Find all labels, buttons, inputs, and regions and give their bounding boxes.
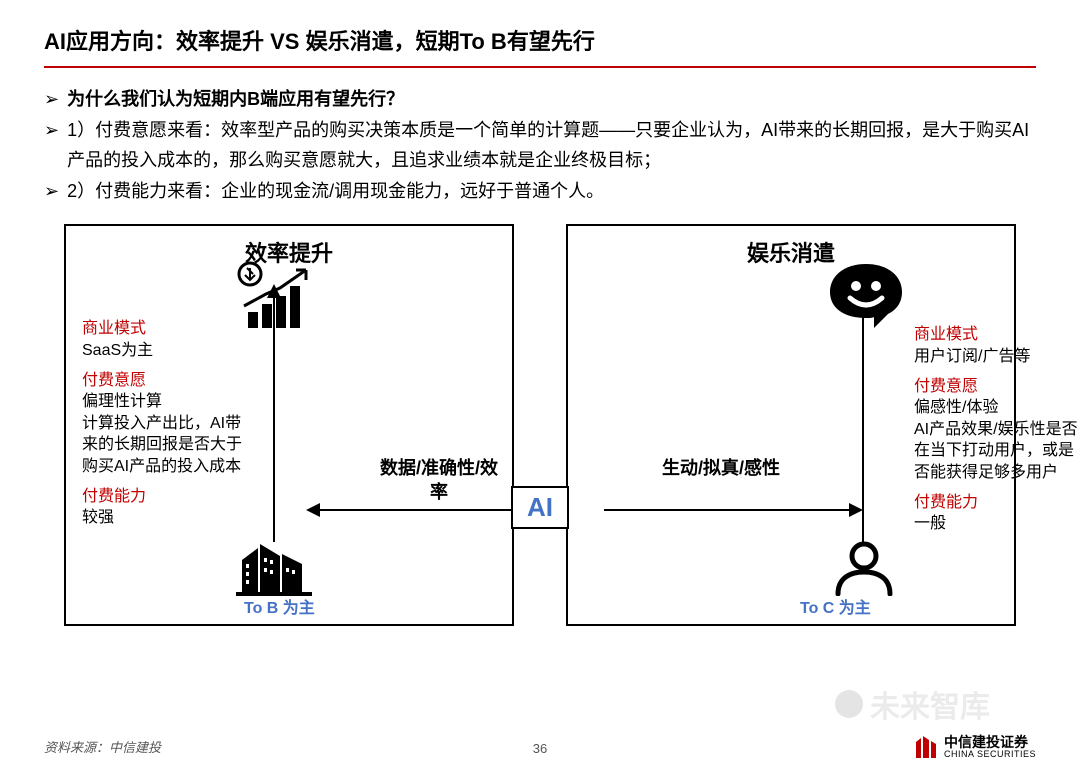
bullet-question: 为什么我们认为短期内B端应用有望先行？ — [67, 84, 1036, 115]
chat-smile-icon — [824, 260, 908, 330]
title-divider — [44, 66, 1036, 68]
building-icon — [236, 540, 312, 596]
right-bottom-label: To C 为主 — [800, 594, 871, 618]
edge-right — [604, 509, 854, 511]
edge-label-right: 生动/拟真/感性 — [656, 457, 786, 480]
person-icon — [830, 540, 898, 596]
arrowhead-right — [849, 503, 863, 517]
bullet-p1: 1）付费意愿来看：效率型产品的购买决策本质是一个简单的计算题——只要企业认为，A… — [67, 115, 1036, 176]
left-bottom-label: To B 为主 — [244, 594, 315, 618]
comparison-diagram: 效率提升 娱乐消遣 商业模式 SaaS为主 付费意愿 偏理性计算 计算投入产出比… — [44, 224, 1036, 634]
right-attributes: 商业模式 用户订阅/广告等 付费意愿 偏感性/体验 AI产品效果/娱乐性是否在当… — [914, 324, 1080, 534]
logo-icon — [912, 734, 938, 760]
page-number: 36 — [533, 741, 547, 756]
vline-left — [273, 294, 275, 542]
right-box-title: 娱乐消遣 — [566, 236, 1016, 268]
edge-label-left: 数据/准确性/效率 — [374, 457, 504, 504]
watermark: 未来智库 — [834, 682, 990, 726]
arrowhead-left — [306, 503, 320, 517]
bullet-p2: 2）付费能力来看：企业的现金流/调用现金能力，远好于普通个人。 — [67, 176, 1036, 207]
source-text: 资料来源：中信建投 — [44, 740, 161, 755]
vline-right — [862, 302, 864, 542]
slide-footer: 资料来源：中信建投 36 中信建投证券 CHINA SECURITIES — [44, 737, 1036, 756]
slide-title: AI应用方向：效率提升 VS 娱乐消遣，短期To B有望先行 — [44, 24, 1036, 56]
growth-chart-icon — [236, 260, 316, 330]
bullet-list: ➢为什么我们认为短期内B端应用有望先行？ ➢1）付费意愿来看：效率型产品的购买决… — [44, 84, 1036, 206]
center-ai-node: AI — [511, 486, 569, 529]
company-logo: 中信建投证券 CHINA SECURITIES — [912, 734, 1036, 760]
left-attributes: 商业模式 SaaS为主 付费意愿 偏理性计算 计算投入产出比，AI带来的长期回报… — [82, 318, 242, 528]
